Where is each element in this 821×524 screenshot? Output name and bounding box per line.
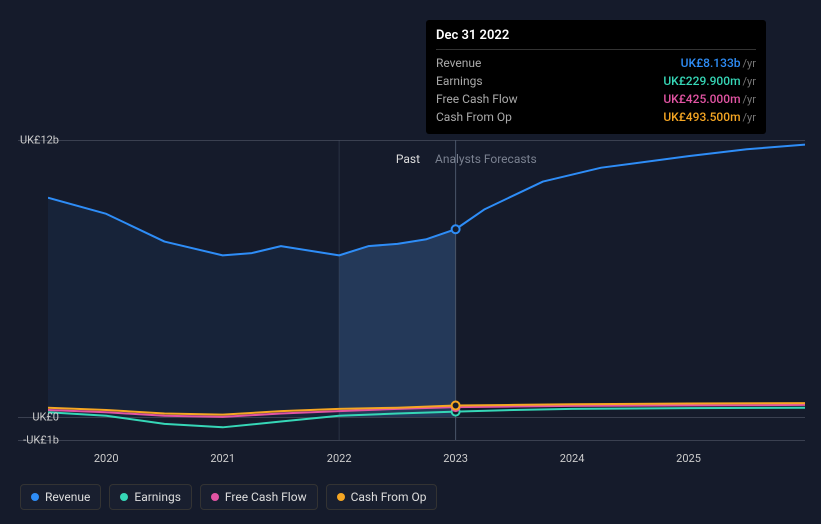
marker-revenue	[452, 225, 460, 233]
legend-dot	[337, 493, 345, 501]
y-axis-label: UK£12b	[20, 134, 59, 147]
legend-label: Free Cash Flow	[225, 490, 307, 504]
tooltip-date: Dec 31 2022	[436, 28, 756, 50]
legend-item-revenue[interactable]: Revenue	[20, 484, 101, 510]
x-axis-label: 2020	[94, 452, 119, 465]
chart-plot[interactable]	[48, 140, 805, 440]
x-axis-label: 2025	[676, 452, 701, 465]
legend-item-cfo[interactable]: Cash From Op	[326, 484, 438, 510]
tooltip-row-value: UK£425.000m/yr	[663, 92, 756, 106]
x-axis-label: 2023	[443, 452, 468, 465]
tooltip-row: Free Cash FlowUK£425.000m/yr	[436, 90, 756, 108]
tooltip-row-label: Earnings	[436, 74, 663, 88]
legend-item-fcf[interactable]: Free Cash Flow	[200, 484, 318, 510]
financial-chart: Dec 31 2022 RevenueUK£8.133b/yrEarningsU…	[0, 0, 821, 524]
x-axis-label: 2024	[560, 452, 585, 465]
x-axis-label: 2022	[327, 452, 352, 465]
legend-dot	[211, 493, 219, 501]
series-revenue	[48, 145, 805, 256]
legend-label: Cash From Op	[351, 490, 427, 504]
legend-dot	[120, 493, 128, 501]
y-axis-label: UK£0	[32, 410, 59, 423]
highlight-band	[339, 229, 455, 417]
legend: Revenue Earnings Free Cash Flow Cash From O…	[20, 484, 437, 510]
tooltip-row-label: Free Cash Flow	[436, 92, 663, 106]
tooltip-row-label: Cash From Op	[436, 110, 663, 124]
gridline	[18, 440, 805, 441]
tooltip-row-value: UK£8.133b/yr	[681, 56, 756, 70]
legend-label: Earnings	[134, 490, 181, 504]
marker-cfo	[452, 402, 460, 410]
y-axis-label: -UK£1b	[23, 434, 59, 447]
tooltip-row: RevenueUK£8.133b/yr	[436, 54, 756, 72]
tooltip-row-value: UK£229.900m/yr	[663, 74, 756, 88]
tooltip-row: EarningsUK£229.900m/yr	[436, 72, 756, 90]
tooltip-row-value: UK£493.500m/yr	[663, 110, 756, 124]
x-axis-label: 2021	[210, 452, 235, 465]
hover-tooltip: Dec 31 2022 RevenueUK£8.133b/yrEarningsU…	[426, 20, 766, 134]
legend-item-earnings[interactable]: Earnings	[109, 484, 192, 510]
legend-label: Revenue	[45, 490, 90, 504]
tooltip-row: Cash From OpUK£493.500m/yr	[436, 108, 756, 126]
tooltip-row-label: Revenue	[436, 56, 681, 70]
legend-dot	[31, 493, 39, 501]
